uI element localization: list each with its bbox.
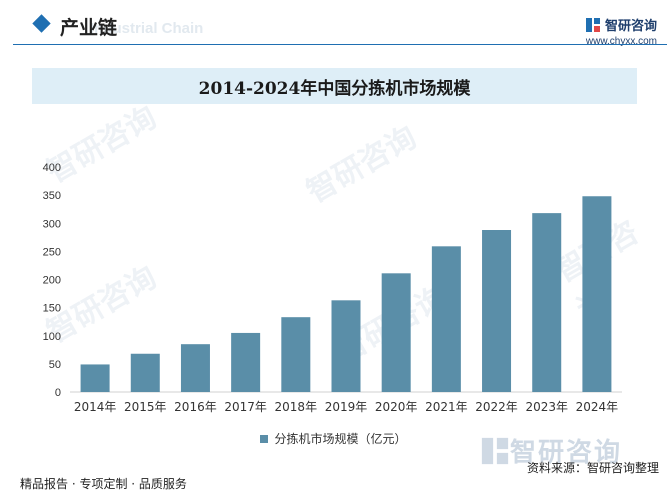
x-tick-label: 2014年 — [74, 400, 117, 414]
footer-logo-icon — [481, 437, 509, 464]
footer-logo: 智研咨询 — [480, 432, 622, 469]
bar — [532, 213, 562, 392]
y-tick-label: 50 — [49, 359, 61, 371]
legend: 分拣机市场规模（亿元） — [0, 430, 667, 447]
y-tick-label: 200 — [43, 275, 61, 287]
bar — [331, 300, 361, 392]
x-tick-label: 2024年 — [576, 400, 619, 414]
footer-slogan: 精品报告 · 专项定制 · 品质服务 — [20, 477, 187, 491]
legend-label: 分拣机市场规模（亿元） — [274, 432, 407, 446]
chart-title: 2014-2024年中国分拣机市场规模 — [198, 78, 471, 99]
bar — [582, 196, 612, 392]
bar — [130, 353, 160, 392]
bar — [381, 273, 411, 392]
legend-swatch — [260, 434, 269, 443]
bar — [231, 332, 261, 392]
y-tick-label: 150 — [43, 303, 61, 315]
x-tick-label: 2023年 — [525, 400, 568, 414]
x-tick-label: 2019年 — [325, 400, 368, 414]
y-tick-label: 300 — [43, 218, 61, 230]
x-tick-label: 2016年 — [174, 400, 217, 414]
header: Industrial Chain 产业链 智研咨询 www.chyxx.com — [0, 0, 667, 50]
bar-chart: 0 50 100 150 200 250 300 350 400 2014年 2015年 2016年 2… — [43, 162, 622, 414]
bar — [281, 317, 311, 392]
y-tick-label: 100 — [43, 331, 61, 343]
brand-name: 智研咨询 — [604, 19, 657, 34]
chart-title-bar: 2014-2024年中国分拣机市场规模 — [32, 68, 637, 104]
x-tick-label: 2015年 — [124, 400, 167, 414]
header-divider — [13, 44, 667, 45]
bar — [431, 246, 461, 392]
y-tick-label: 350 — [43, 190, 61, 202]
x-tick-label: 2022年 — [475, 400, 518, 414]
bar — [482, 230, 512, 392]
y-tick-label: 250 — [43, 246, 61, 258]
x-tick-label: 2021年 — [425, 400, 468, 414]
bar — [80, 364, 110, 392]
header-title: 产业链 — [60, 17, 118, 39]
footer-logo-text: 智研咨询 — [510, 438, 623, 468]
y-tick-label: 400 — [43, 162, 61, 174]
x-tick-label: 2020年 — [375, 400, 418, 414]
footer-source: 资料来源：智研咨询整理 — [526, 461, 659, 475]
x-tick-label: 2018年 — [275, 400, 318, 414]
x-tick-label: 2017年 — [224, 400, 267, 414]
brand: 智研咨询 www.chyxx.com — [585, 15, 657, 47]
header-subtitle: Industrial Chain — [90, 20, 204, 37]
brand-url: www.chyxx.com — [585, 36, 657, 47]
brand-logo-icon — [585, 17, 600, 32]
bar — [180, 344, 210, 392]
y-tick-label: 0 — [55, 387, 61, 399]
